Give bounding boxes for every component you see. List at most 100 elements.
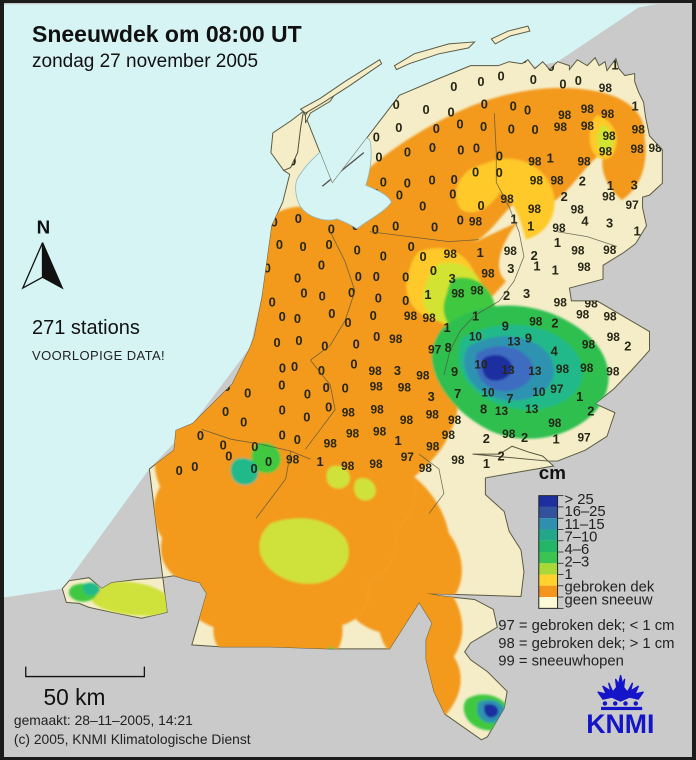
svg-text:0: 0	[472, 164, 479, 179]
svg-text:0: 0	[396, 187, 403, 202]
svg-text:0: 0	[222, 404, 229, 419]
svg-text:13: 13	[495, 404, 509, 418]
svg-text:0: 0	[456, 116, 463, 131]
svg-text:98: 98	[342, 406, 356, 420]
svg-text:0: 0	[269, 295, 276, 310]
svg-text:98: 98	[554, 296, 568, 310]
svg-text:98: 98	[581, 102, 595, 116]
svg-text:0: 0	[279, 402, 286, 417]
svg-text:0: 0	[373, 129, 380, 144]
svg-text:0: 0	[429, 140, 436, 155]
svg-text:98: 98	[607, 330, 621, 344]
svg-text:0: 0	[402, 293, 409, 308]
svg-text:0: 0	[355, 269, 362, 284]
svg-text:10: 10	[532, 385, 546, 399]
svg-text:2: 2	[503, 288, 510, 303]
svg-text:1: 1	[316, 454, 323, 469]
svg-text:1: 1	[576, 389, 583, 404]
svg-text:3: 3	[394, 363, 401, 378]
svg-text:0: 0	[344, 315, 351, 330]
svg-text:0: 0	[395, 120, 402, 135]
svg-text:0: 0	[319, 289, 326, 304]
svg-text:98: 98	[444, 247, 458, 261]
svg-text:98: 98	[426, 440, 440, 454]
svg-text:98: 98	[341, 459, 355, 473]
svg-text:0: 0	[419, 198, 426, 213]
svg-text:97: 97	[550, 382, 564, 396]
svg-text:97 = gebroken dek; < 1 cm: 97 = gebroken dek; < 1 cm	[498, 618, 674, 634]
svg-text:98: 98	[601, 107, 615, 121]
svg-text:98: 98	[581, 119, 595, 133]
svg-text:0: 0	[294, 271, 301, 286]
svg-text:0: 0	[375, 150, 382, 165]
svg-text:99 = sneeuwhopen: 99 = sneeuwhopen	[498, 654, 624, 670]
svg-text:98: 98	[504, 244, 518, 258]
svg-text:0: 0	[176, 463, 183, 478]
svg-text:0: 0	[431, 219, 438, 234]
svg-text:9: 9	[502, 318, 509, 333]
svg-text:98: 98	[580, 361, 594, 375]
svg-text:0: 0	[473, 141, 480, 156]
svg-text:98: 98	[606, 364, 620, 378]
svg-text:0: 0	[450, 79, 457, 94]
svg-text:0: 0	[291, 359, 298, 374]
svg-text:0: 0	[428, 172, 435, 187]
svg-text:98: 98	[442, 428, 456, 442]
svg-text:KNMI: KNMI	[586, 709, 654, 739]
svg-text:0: 0	[481, 96, 488, 111]
svg-text:98: 98	[369, 457, 383, 471]
svg-text:98: 98	[423, 311, 437, 325]
svg-text:3: 3	[428, 389, 435, 404]
svg-text:0: 0	[477, 198, 484, 213]
svg-text:0: 0	[448, 105, 455, 120]
svg-text:0: 0	[404, 145, 411, 160]
svg-text:0: 0	[278, 378, 285, 393]
svg-text:0: 0	[373, 269, 380, 284]
svg-text:98: 98	[576, 308, 590, 322]
svg-text:9: 9	[525, 330, 532, 345]
svg-text:0: 0	[498, 68, 505, 83]
svg-text:0: 0	[295, 211, 302, 226]
svg-text:(c) 2005, KNMI Klimatologische: (c) 2005, KNMI Klimatologische Dienst	[14, 731, 251, 747]
svg-text:0: 0	[304, 387, 311, 402]
svg-text:0: 0	[197, 428, 204, 443]
svg-text:0: 0	[575, 73, 582, 88]
svg-text:10: 10	[481, 386, 495, 400]
svg-text:98: 98	[548, 416, 562, 430]
svg-text:0: 0	[295, 333, 302, 348]
svg-text:8: 8	[445, 340, 452, 355]
svg-text:2: 2	[579, 173, 586, 188]
svg-text:98: 98	[599, 144, 613, 158]
svg-text:0: 0	[244, 386, 251, 401]
svg-text:0: 0	[524, 102, 531, 117]
svg-text:1: 1	[472, 308, 479, 323]
svg-text:0: 0	[274, 335, 281, 350]
svg-text:1: 1	[477, 245, 484, 260]
svg-text:98: 98	[416, 368, 430, 382]
svg-text:98: 98	[400, 413, 414, 427]
svg-text:0: 0	[404, 176, 411, 191]
svg-text:98: 98	[602, 129, 616, 143]
svg-text:98: 98	[528, 202, 542, 216]
svg-text:98: 98	[389, 332, 403, 346]
svg-text:0: 0	[303, 409, 310, 424]
svg-text:10: 10	[469, 330, 483, 344]
svg-text:0: 0	[372, 222, 379, 237]
svg-text:3: 3	[507, 261, 514, 276]
svg-text:0: 0	[318, 258, 325, 273]
svg-text:98: 98	[448, 413, 462, 427]
svg-text:0: 0	[423, 102, 430, 117]
svg-text:2: 2	[521, 430, 528, 445]
svg-text:98: 98	[502, 427, 516, 441]
svg-text:0: 0	[430, 263, 437, 278]
svg-text:1: 1	[443, 320, 450, 335]
svg-text:0: 0	[380, 249, 387, 264]
svg-text:1: 1	[424, 287, 431, 302]
svg-text:98: 98	[582, 337, 596, 351]
svg-text:0: 0	[510, 99, 517, 114]
svg-text:0: 0	[325, 237, 332, 252]
svg-text:2: 2	[624, 338, 631, 353]
svg-text:0: 0	[251, 439, 258, 454]
svg-text:0: 0	[380, 174, 387, 189]
svg-text:98: 98	[398, 380, 412, 394]
